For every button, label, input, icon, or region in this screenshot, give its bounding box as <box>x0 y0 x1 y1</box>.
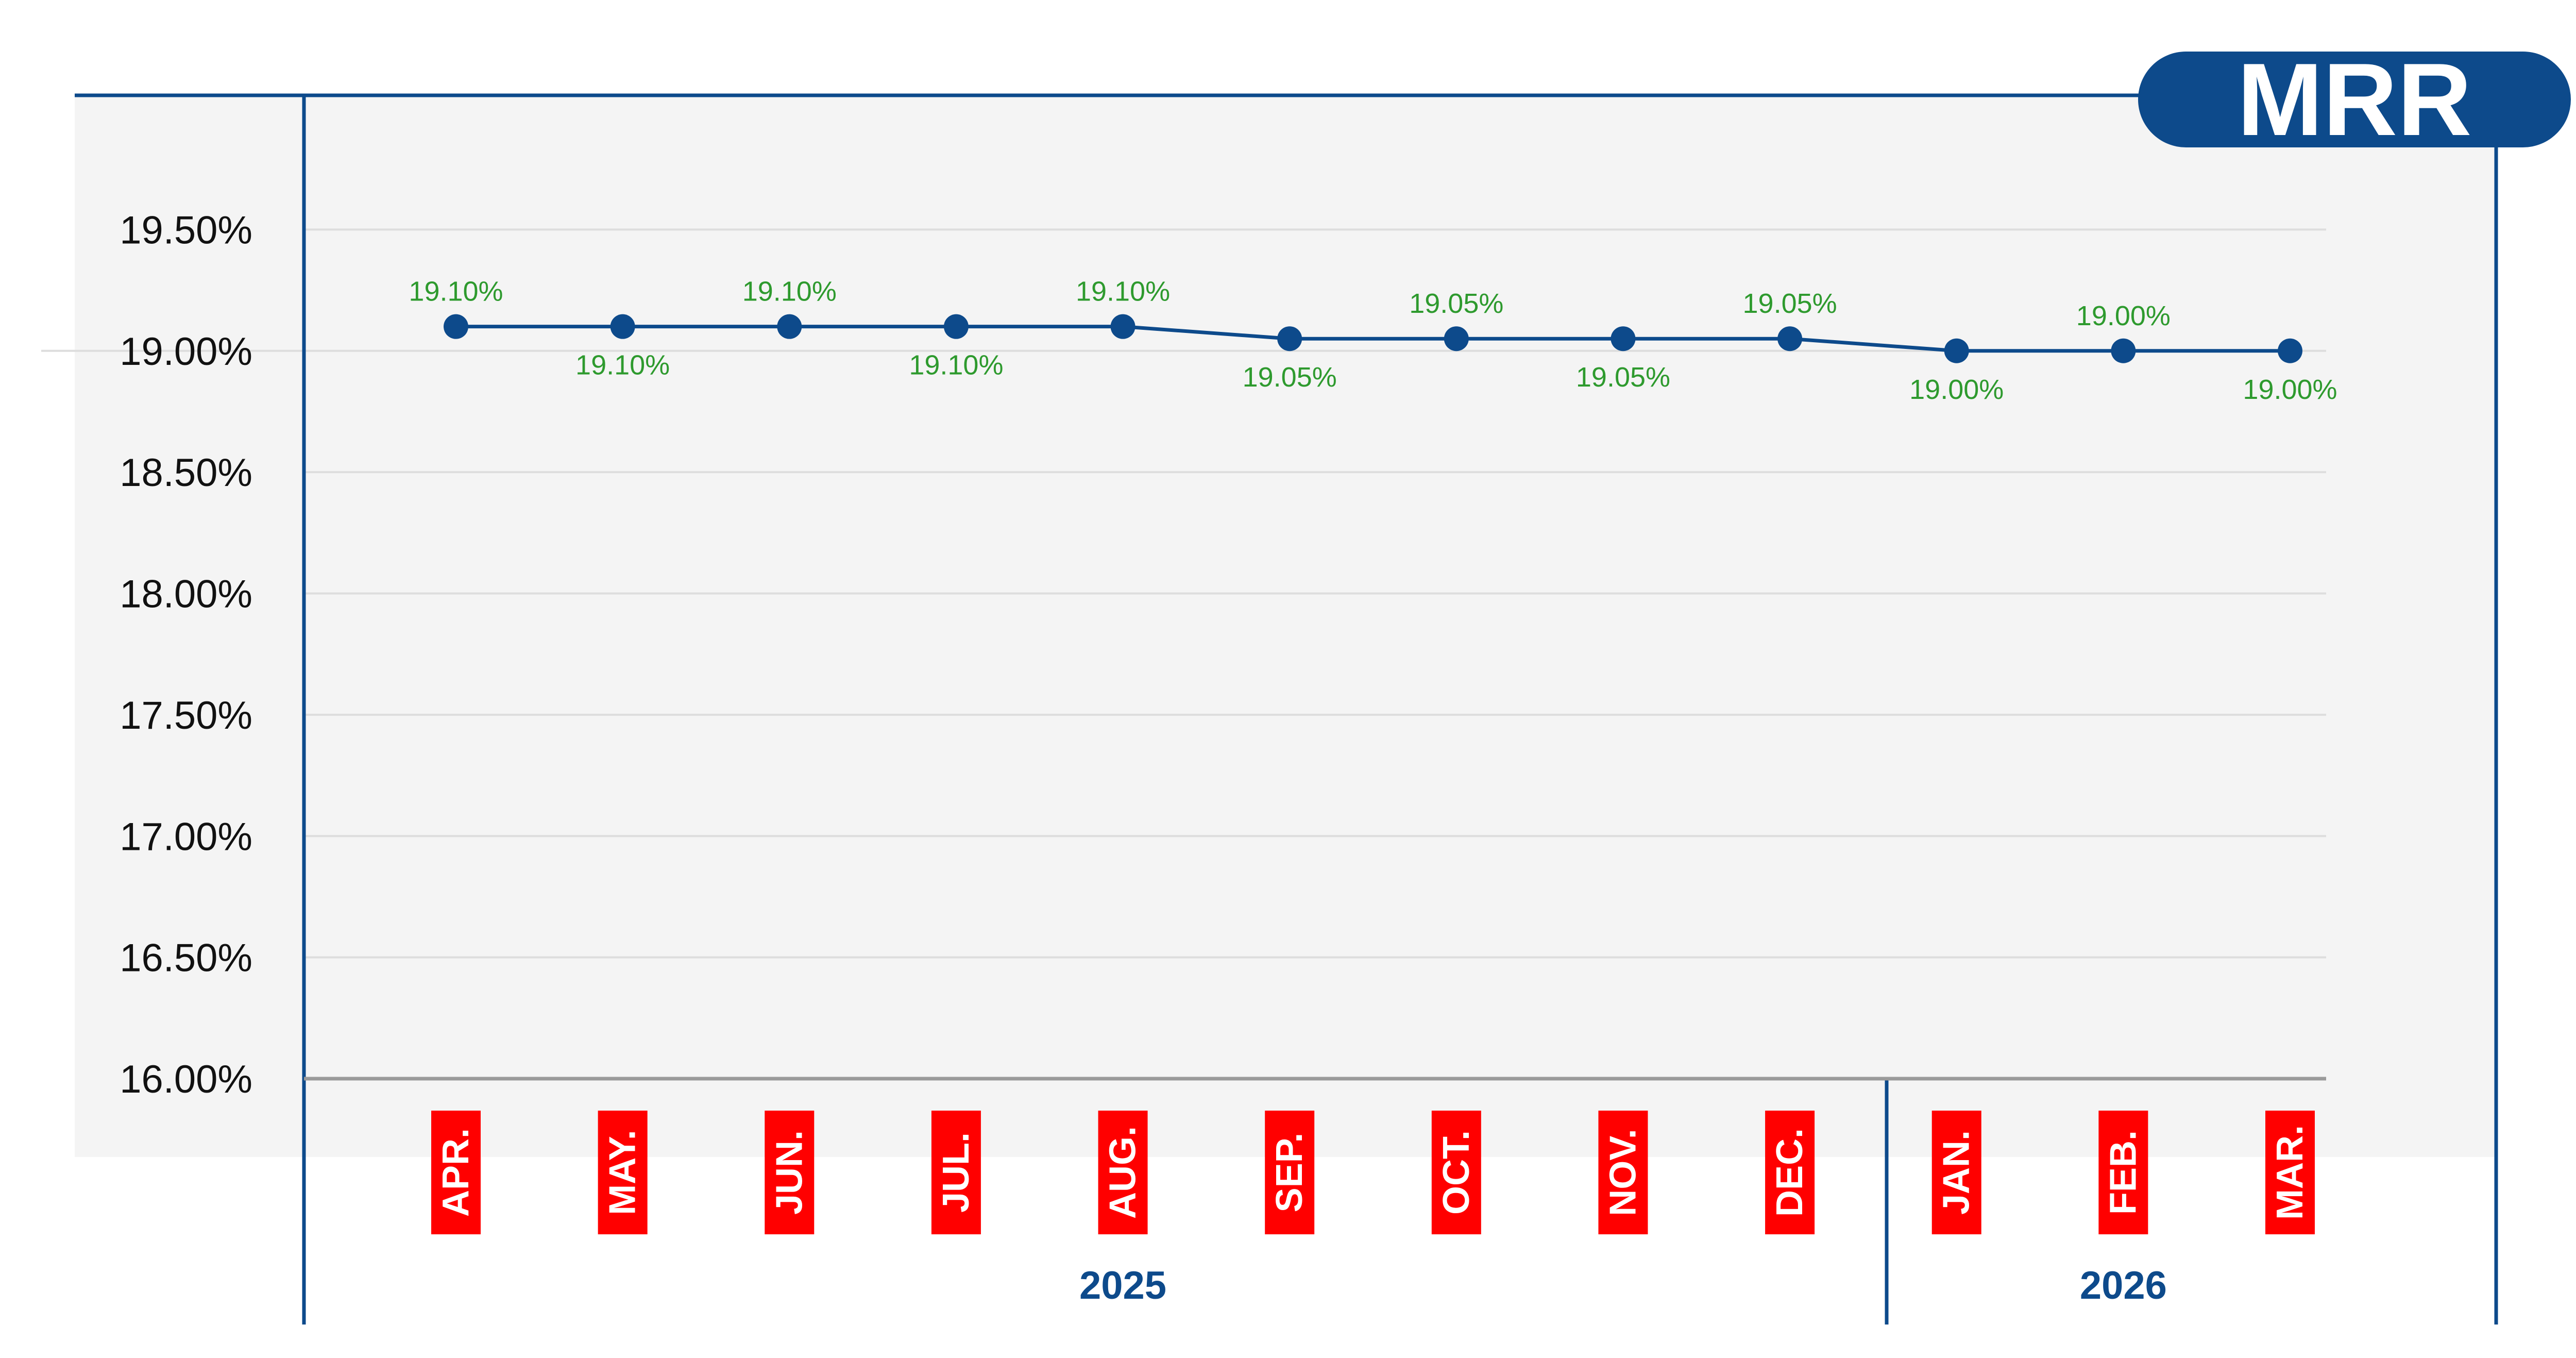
month-label-group: JUN. <box>765 1111 815 1234</box>
data-point <box>1777 326 1803 351</box>
series-points <box>444 314 2302 363</box>
data-label: 19.05% <box>1743 288 1837 319</box>
month-label: MAY. <box>602 1130 643 1215</box>
series-line <box>456 325 2290 353</box>
data-label: 19.05% <box>1409 288 1503 319</box>
month-label-box <box>765 1111 815 1234</box>
plot-panel <box>75 95 2496 1157</box>
month-label-box <box>1431 1111 1481 1234</box>
data-point <box>1944 338 1969 363</box>
data-point <box>1277 326 1302 351</box>
y-tick-label: 18.50% <box>120 451 252 495</box>
month-label: JUL. <box>936 1132 977 1213</box>
month-label-box <box>1098 1111 1148 1234</box>
month-label-group: NOV. <box>1598 1111 1648 1234</box>
month-label: AUG. <box>1103 1126 1144 1219</box>
month-label-group: DEC. <box>1765 1111 1815 1234</box>
data-point <box>610 314 635 339</box>
month-label-group: SEP. <box>1265 1111 1315 1234</box>
month-label: FEB. <box>2103 1130 2144 1215</box>
data-point <box>777 314 802 339</box>
data-label: 19.10% <box>575 350 670 381</box>
data-label: 19.00% <box>1909 374 2004 405</box>
month-label-box <box>931 1111 981 1234</box>
month-label-group: JUL. <box>931 1111 981 1234</box>
month-label: OCT. <box>1436 1130 1477 1215</box>
series-line-path <box>456 325 2290 353</box>
month-label-box <box>598 1111 648 1234</box>
month-label-group: AUG. <box>1098 1111 1148 1234</box>
y-tick-label: 16.00% <box>120 1058 252 1101</box>
month-label-group: APR. <box>431 1111 481 1234</box>
month-label-box <box>431 1111 481 1234</box>
data-label: 19.05% <box>1243 362 1337 393</box>
data-label: 19.10% <box>409 276 503 307</box>
y-axis-ticks: 16.00% 16.50% 17.00% 17.50% 18.00% 18.50% 19.0… <box>120 208 252 1101</box>
gridlines <box>41 228 2326 959</box>
month-label-box <box>1598 1111 1648 1234</box>
data-point <box>1444 326 1469 351</box>
month-label: APR. <box>435 1128 477 1217</box>
data-label: 19.10% <box>1076 276 1170 307</box>
mrr-badge: MRR <box>2138 42 2571 157</box>
data-label: 19.05% <box>1576 362 1670 393</box>
year-label: 2026 <box>2080 1264 2167 1307</box>
x-axis-year-labels: 2025 2026 <box>1079 1264 2167 1307</box>
data-label: 19.10% <box>742 276 837 307</box>
data-label: 19.00% <box>2076 300 2171 331</box>
y-tick-label: 18.00% <box>120 573 252 616</box>
badge-background <box>2138 52 2571 147</box>
y-tick-label: 16.50% <box>120 936 252 980</box>
plot-background <box>75 95 2496 1157</box>
data-labels: 19.10% 19.10% 19.10% 19.10% 19.10% 19.05% 19.0… <box>409 276 2337 405</box>
month-label-group: MAR. <box>2265 1111 2315 1234</box>
y-tick-label: 17.00% <box>120 815 252 859</box>
year-label: 2025 <box>1079 1264 1166 1307</box>
data-point <box>943 314 969 339</box>
month-label-group: MAY. <box>598 1111 648 1234</box>
month-label: DEC. <box>1769 1128 1810 1217</box>
month-label-box <box>2098 1111 2148 1234</box>
y-tick-label: 17.50% <box>120 694 252 737</box>
data-point <box>2278 338 2302 363</box>
month-label-box <box>2265 1111 2315 1234</box>
month-label: MAR. <box>2269 1125 2311 1220</box>
chart-frame <box>75 93 2498 1325</box>
data-label: 19.00% <box>2243 374 2337 405</box>
month-label-group: JAN. <box>1931 1111 1981 1234</box>
month-label-box <box>1931 1111 1981 1234</box>
y-tick-label: 19.00% <box>120 330 252 374</box>
month-label: JAN. <box>1936 1130 1977 1215</box>
month-label: SEP. <box>1269 1133 1310 1213</box>
month-label-group: OCT. <box>1431 1111 1481 1234</box>
data-label: 19.10% <box>909 350 1003 381</box>
month-label: NOV. <box>1602 1129 1643 1216</box>
y-tick-label: 19.50% <box>120 208 252 252</box>
badge-label: MRR <box>2237 42 2471 157</box>
month-label-group: FEB. <box>2098 1111 2148 1234</box>
data-point <box>2111 338 2136 363</box>
data-point <box>1110 314 1136 339</box>
month-label-box <box>1265 1111 1315 1234</box>
data-point <box>444 314 468 339</box>
month-label: JUN. <box>769 1130 810 1215</box>
month-label-box <box>1765 1111 1815 1234</box>
x-axis-month-labels: APR. MAY. JUN. JUL. AUG. SEP. OCT. NOV. DEC. JAN.… <box>431 1111 2315 1234</box>
data-point <box>1611 326 1636 351</box>
